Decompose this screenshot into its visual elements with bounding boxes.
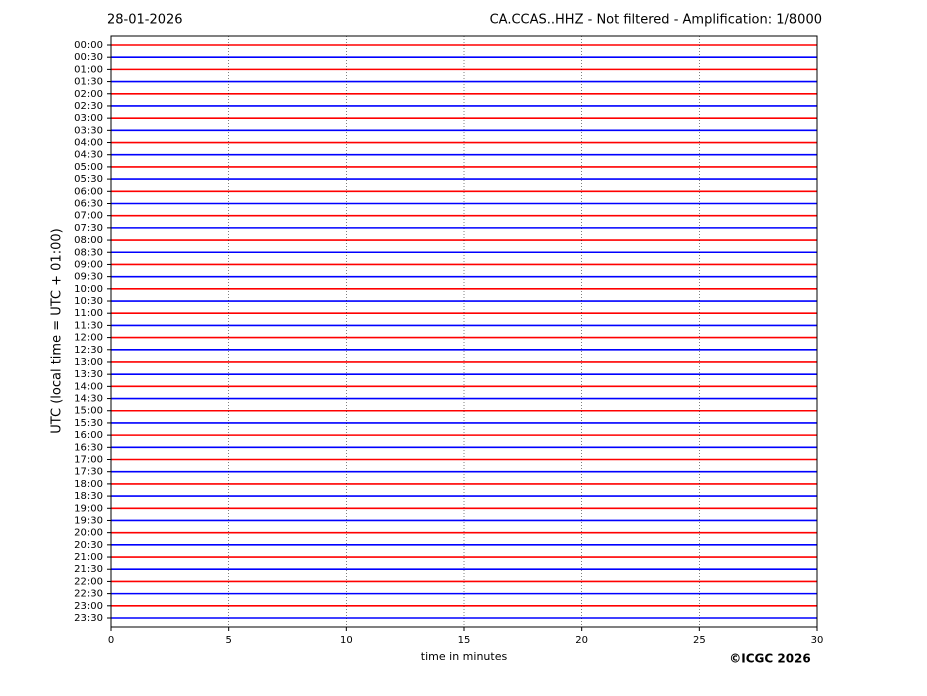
chart-title: CA.CCAS..HHZ - Not filtered - Amplificat… bbox=[490, 13, 822, 28]
y-tick-label: 13:00 bbox=[74, 357, 103, 368]
x-tick-label: 20 bbox=[575, 635, 588, 646]
y-tick-label: 00:00 bbox=[74, 40, 103, 51]
y-tick-label: 21:30 bbox=[74, 564, 103, 575]
copyright: ©ICGC 2026 bbox=[729, 652, 811, 666]
x-tick-label: 25 bbox=[693, 635, 706, 646]
y-tick-label: 14:00 bbox=[74, 381, 103, 392]
y-tick-label: 06:00 bbox=[74, 186, 103, 197]
y-tick-label: 17:00 bbox=[74, 455, 103, 466]
x-tick-label: 30 bbox=[811, 635, 824, 646]
y-tick-label: 04:00 bbox=[74, 138, 103, 149]
chart-date: 28-01-2026 bbox=[107, 13, 183, 28]
y-tick-label: 10:00 bbox=[74, 284, 103, 295]
y-tick-label: 22:00 bbox=[74, 576, 103, 587]
y-tick-label: 16:30 bbox=[74, 442, 103, 453]
y-tick-label: 19:30 bbox=[74, 515, 103, 526]
y-tick-label: 22:30 bbox=[74, 589, 103, 600]
y-tick-label: 10:30 bbox=[74, 296, 103, 307]
y-tick-label: 18:00 bbox=[74, 479, 103, 490]
y-tick-label: 12:30 bbox=[74, 345, 103, 356]
y-tick-label: 11:30 bbox=[74, 320, 103, 331]
y-tick-label: 03:30 bbox=[74, 125, 103, 136]
x-tick-label: 10 bbox=[340, 635, 353, 646]
y-tick-label: 23:30 bbox=[74, 613, 103, 624]
y-tick-label: 01:00 bbox=[74, 64, 103, 75]
plot-frame bbox=[110, 35, 818, 628]
y-tick-label: 20:00 bbox=[74, 528, 103, 539]
x-tick-label: 15 bbox=[458, 635, 471, 646]
y-tick-label: 19:00 bbox=[74, 503, 103, 514]
y-tick-label: 08:00 bbox=[74, 235, 103, 246]
y-tick-label: 23:00 bbox=[74, 601, 103, 612]
y-tick-label: 07:00 bbox=[74, 211, 103, 222]
y-tick-label: 14:30 bbox=[74, 394, 103, 405]
y-tick-label: 17:30 bbox=[74, 467, 103, 478]
y-tick-label: 20:30 bbox=[74, 540, 103, 551]
x-tick-label: 5 bbox=[225, 635, 231, 646]
y-tick-label: 15:00 bbox=[74, 406, 103, 417]
y-tick-label: 03:00 bbox=[74, 113, 103, 124]
x-tick-label: 0 bbox=[108, 635, 114, 646]
y-tick-label: 02:00 bbox=[74, 89, 103, 100]
y-tick-label: 21:00 bbox=[74, 552, 103, 563]
y-tick-label: 07:30 bbox=[74, 223, 103, 234]
y-tick-label: 11:00 bbox=[74, 308, 103, 319]
y-tick-label: 09:30 bbox=[74, 272, 103, 283]
y-tick-label: 02:30 bbox=[74, 101, 103, 112]
y-tick-label: 08:30 bbox=[74, 247, 103, 258]
y-tick-label: 18:30 bbox=[74, 491, 103, 502]
y-tick-label: 06:30 bbox=[74, 198, 103, 209]
y-axis-label: UTC (local time = UTC + 01:00) bbox=[50, 228, 65, 433]
y-tick-label: 15:30 bbox=[74, 418, 103, 429]
y-tick-label: 00:30 bbox=[74, 52, 103, 63]
x-axis-label: time in minutes bbox=[421, 650, 508, 663]
y-tick-label: 04:30 bbox=[74, 150, 103, 161]
y-tick-label: 12:00 bbox=[74, 333, 103, 344]
y-tick-label: 05:00 bbox=[74, 162, 103, 173]
y-tick-label: 13:30 bbox=[74, 369, 103, 380]
y-tick-label: 09:00 bbox=[74, 259, 103, 270]
y-tick-label: 01:30 bbox=[74, 77, 103, 88]
y-tick-label: 16:00 bbox=[74, 430, 103, 441]
y-tick-label: 05:30 bbox=[74, 174, 103, 185]
